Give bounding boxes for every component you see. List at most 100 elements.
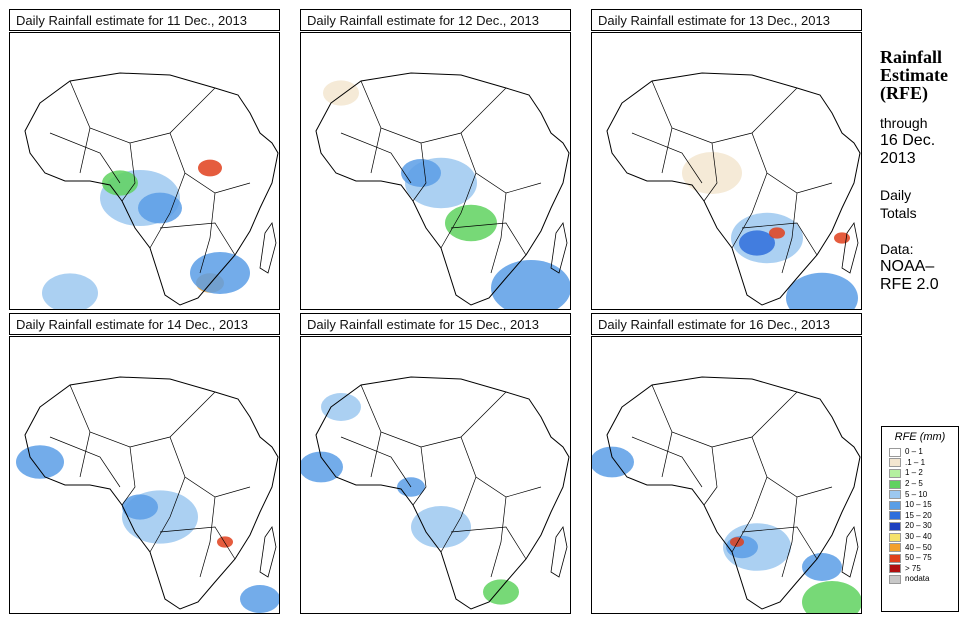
- rainfall-area: [401, 159, 441, 187]
- panel-title: Daily Rainfall estimate for 16 Dec., 201…: [591, 313, 862, 335]
- side-data-label: Data:: [880, 241, 914, 257]
- map-svg: [301, 376, 570, 610]
- rainfall-area: [483, 579, 519, 605]
- coastline: [606, 72, 861, 306]
- country-border: [199, 192, 216, 274]
- legend-row: > 75: [882, 564, 958, 575]
- rainfall-map: [591, 32, 862, 310]
- side-daily-1: Daily: [880, 187, 912, 203]
- legend-row: 20 – 30: [882, 521, 958, 532]
- legend-label: 0 – 1: [905, 447, 923, 457]
- country-border: [631, 132, 703, 184]
- map-panel-5: Daily Rainfall estimate for 15 Dec., 201…: [300, 313, 579, 616]
- legend-swatch: [889, 490, 901, 500]
- country-border: [412, 142, 427, 202]
- rainfall-area: [16, 445, 64, 479]
- legend-label: nodata: [905, 574, 930, 584]
- legend-swatch: [889, 511, 901, 521]
- country-border: [703, 446, 718, 506]
- rainfall-area: [217, 536, 233, 548]
- country-border: [69, 80, 216, 144]
- legend-swatch: [889, 458, 901, 468]
- madagascar-outline: [550, 526, 568, 578]
- map-svg: [315, 72, 570, 309]
- rainfall-area: [592, 446, 634, 478]
- rainfall-map: [300, 336, 571, 614]
- side-source-2: RFE 2.0: [880, 276, 939, 293]
- legend-swatch: [889, 500, 901, 510]
- country-border: [340, 132, 412, 184]
- legend-label: 40 – 50: [905, 542, 932, 552]
- legend-row: 10 – 15: [882, 500, 958, 511]
- rainfall-area: [122, 494, 158, 520]
- country-border: [370, 127, 382, 174]
- country-border: [169, 436, 251, 498]
- side-info: Rainfall Estimate (RFE) through 16 Dec. …: [880, 48, 966, 294]
- legend-label: 10 – 15: [905, 500, 932, 510]
- rainfall-area: [445, 204, 497, 242]
- rainfall-map: [591, 336, 862, 614]
- country-border: [703, 142, 718, 202]
- map-panel-1: Daily Rainfall estimate for 11 Dec., 201…: [9, 9, 288, 312]
- legend-swatch: [889, 574, 901, 584]
- side-date-2: 2013: [880, 150, 916, 167]
- rainfall-area: [240, 585, 279, 613]
- map-svg: [606, 72, 861, 309]
- country-border: [79, 431, 91, 478]
- panel-title: Daily Rainfall estimate for 14 Dec., 201…: [9, 313, 280, 335]
- coastline: [606, 376, 861, 610]
- side-date-1: 16 Dec.: [880, 132, 936, 149]
- legend-label: 15 – 20: [905, 510, 932, 520]
- rainfall-area: [769, 227, 785, 239]
- country-border: [661, 431, 673, 478]
- madagascar-outline: [550, 222, 568, 274]
- legend-row: 1 – 2: [882, 468, 958, 479]
- country-border: [49, 132, 121, 184]
- rainfall-area: [491, 260, 570, 309]
- coastline: [24, 376, 279, 610]
- country-border: [651, 384, 798, 448]
- side-title-3: (RFE): [880, 83, 928, 103]
- legend-label: 5 – 10: [905, 489, 928, 499]
- legend-swatch: [889, 479, 901, 489]
- legend-label: > 75: [905, 563, 921, 573]
- country-border: [412, 446, 427, 506]
- country-border: [460, 132, 542, 194]
- country-border: [440, 172, 477, 249]
- rainfall-area: [802, 553, 842, 581]
- map-panel-4: Daily Rainfall estimate for 14 Dec., 201…: [9, 313, 288, 616]
- map-panel-6: Daily Rainfall estimate for 16 Dec., 201…: [591, 313, 870, 616]
- side-title-2: Estimate: [880, 65, 948, 85]
- rainfall-area: [834, 232, 850, 244]
- legend-label: 30 – 40: [905, 532, 932, 542]
- rainfall-area: [138, 192, 182, 224]
- legend-swatch: [889, 521, 901, 531]
- rainfall-area: [802, 581, 861, 613]
- country-border: [781, 192, 798, 274]
- panel-title: Daily Rainfall estimate for 12 Dec., 201…: [300, 9, 571, 31]
- rainfall-area: [323, 80, 359, 106]
- coastline: [315, 72, 570, 306]
- map-svg: [24, 72, 279, 309]
- country-border: [741, 222, 818, 256]
- country-border: [440, 476, 477, 553]
- panel-title: Daily Rainfall estimate for 15 Dec., 201…: [300, 313, 571, 335]
- rainfall-area: [301, 451, 343, 483]
- side-source-1: NOAA–: [880, 258, 935, 275]
- side-daily-2: Totals: [880, 205, 917, 221]
- country-border: [159, 222, 236, 256]
- rainfall-area: [786, 272, 858, 309]
- country-border: [661, 127, 673, 174]
- legend-row: 0 – 1: [882, 447, 958, 458]
- country-border: [360, 384, 507, 448]
- country-border: [751, 132, 833, 194]
- country-border: [631, 436, 703, 488]
- country-border: [741, 526, 818, 560]
- side-title-1: Rainfall: [880, 47, 943, 67]
- legend-swatch: [889, 468, 901, 478]
- madagascar-outline: [841, 526, 859, 578]
- country-border: [651, 80, 798, 144]
- rainfall-area: [198, 159, 222, 177]
- country-border: [69, 384, 216, 448]
